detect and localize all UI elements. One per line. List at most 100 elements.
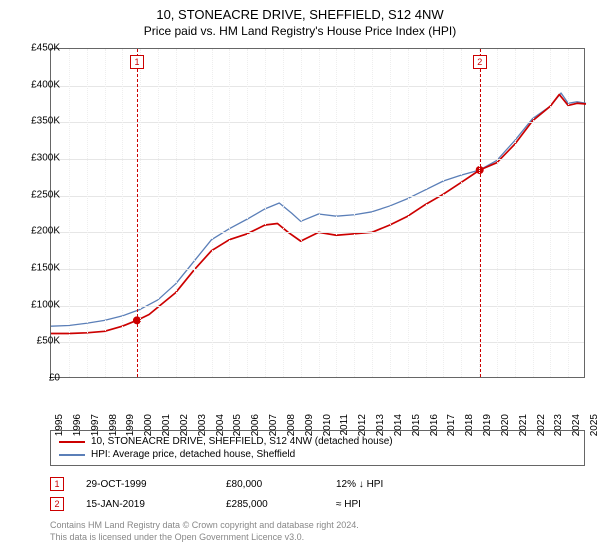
gridline-v [336, 49, 337, 377]
gridline-v [550, 49, 551, 377]
x-axis-label: 2019 [482, 414, 493, 436]
gridline-v [176, 49, 177, 377]
gridline-v [515, 49, 516, 377]
chart-container: 10, STONEACRE DRIVE, SHEFFIELD, S12 4NW … [0, 0, 600, 560]
event-price: £285,000 [226, 499, 336, 510]
gridline-h [51, 196, 584, 197]
gridline-v [390, 49, 391, 377]
x-axis-label: 2003 [197, 414, 208, 436]
x-axis-label: 2006 [250, 414, 261, 436]
chart-title: 10, STONEACRE DRIVE, SHEFFIELD, S12 4NW [0, 0, 600, 24]
y-axis-label: £200K [12, 226, 60, 237]
event-row: 1 29-OCT-1999 £80,000 12% ↓ HPI [50, 474, 585, 494]
footer-attribution: Contains HM Land Registry data © Crown c… [50, 520, 585, 543]
x-axis-label: 2024 [571, 414, 582, 436]
x-axis-label: 2011 [339, 414, 350, 436]
gridline-v [283, 49, 284, 377]
x-axis-label: 1997 [90, 414, 101, 436]
gridline-v [443, 49, 444, 377]
y-axis-label: £100K [12, 299, 60, 310]
legend-item: 10, STONEACRE DRIVE, SHEFFIELD, S12 4NW … [59, 435, 576, 448]
event-row: 2 15-JAN-2019 £285,000 ≈ HPI [50, 494, 585, 514]
event-delta: 12% ↓ HPI [336, 479, 456, 490]
footer-line: This data is licensed under the Open Gov… [50, 532, 585, 544]
gridline-v [105, 49, 106, 377]
events-table: 1 29-OCT-1999 £80,000 12% ↓ HPI 2 15-JAN… [50, 474, 585, 514]
gridline-h [51, 342, 584, 343]
event-date: 15-JAN-2019 [86, 499, 226, 510]
event-marker-icon: 2 [50, 497, 64, 511]
gridline-v [426, 49, 427, 377]
gridline-h [51, 269, 584, 270]
gridline-v [301, 49, 302, 377]
gridline-v [319, 49, 320, 377]
x-axis-label: 2018 [464, 414, 475, 436]
gridline-v [354, 49, 355, 377]
gridline-v [87, 49, 88, 377]
x-axis-label: 2021 [518, 414, 529, 436]
x-axis-label: 1996 [72, 414, 83, 436]
x-axis-label: 2025 [589, 414, 600, 436]
gridline-v [372, 49, 373, 377]
gridline-v [568, 49, 569, 377]
x-axis-label: 2020 [500, 414, 511, 436]
x-axis-label: 2010 [322, 414, 333, 436]
x-axis-label: 2016 [429, 414, 440, 436]
x-axis-label: 2001 [161, 414, 172, 436]
x-axis-label: 2005 [232, 414, 243, 436]
event-line [137, 49, 138, 377]
gridline-v [461, 49, 462, 377]
gridline-h [51, 232, 584, 233]
gridline-v [533, 49, 534, 377]
x-axis-label: 1995 [54, 414, 65, 436]
x-axis-label: 1999 [125, 414, 136, 436]
event-date: 29-OCT-1999 [86, 479, 226, 490]
gridline-v [497, 49, 498, 377]
event-line [480, 49, 481, 377]
legend-label: HPI: Average price, detached house, Shef… [91, 449, 295, 460]
plot-svg [51, 49, 584, 377]
event-box: 2 [473, 55, 487, 69]
x-axis-label: 2009 [304, 414, 315, 436]
gridline-v [158, 49, 159, 377]
gridline-v [247, 49, 248, 377]
x-axis-label: 2023 [553, 414, 564, 436]
gridline-v [212, 49, 213, 377]
y-axis-label: £50K [12, 336, 60, 347]
x-axis-label: 2017 [446, 414, 457, 436]
x-axis-label: 2012 [357, 414, 368, 436]
y-axis-label: £250K [12, 189, 60, 200]
x-axis-label: 2022 [536, 414, 547, 436]
event-delta: ≈ HPI [336, 499, 456, 510]
gridline-v [69, 49, 70, 377]
legend-label: 10, STONEACRE DRIVE, SHEFFIELD, S12 4NW … [91, 436, 393, 447]
event-price: £80,000 [226, 479, 336, 490]
x-axis-label: 2014 [393, 414, 404, 436]
legend-item: HPI: Average price, detached house, Shef… [59, 448, 576, 461]
x-axis-label: 2008 [286, 414, 297, 436]
y-axis-label: £300K [12, 153, 60, 164]
gridline-v [122, 49, 123, 377]
gridline-v [408, 49, 409, 377]
chart-subtitle: Price paid vs. HM Land Registry's House … [0, 24, 600, 42]
event-box: 1 [130, 55, 144, 69]
y-axis-label: £150K [12, 263, 60, 274]
x-axis-label: 2007 [268, 414, 279, 436]
gridline-v [265, 49, 266, 377]
gridline-v [194, 49, 195, 377]
y-axis-label: £450K [12, 43, 60, 54]
gridline-v [229, 49, 230, 377]
x-axis-label: 2002 [179, 414, 190, 436]
plot-area: 12 [50, 48, 585, 378]
legend-swatch [59, 441, 85, 443]
gridline-h [51, 306, 584, 307]
x-axis-label: 2015 [411, 414, 422, 436]
y-axis-label: £400K [12, 79, 60, 90]
legend-swatch [59, 454, 85, 456]
gridline-h [51, 122, 584, 123]
gridline-v [140, 49, 141, 377]
footer-line: Contains HM Land Registry data © Crown c… [50, 520, 585, 532]
x-axis-label: 2000 [143, 414, 154, 436]
gridline-h [51, 159, 584, 160]
x-axis-label: 2013 [375, 414, 386, 436]
